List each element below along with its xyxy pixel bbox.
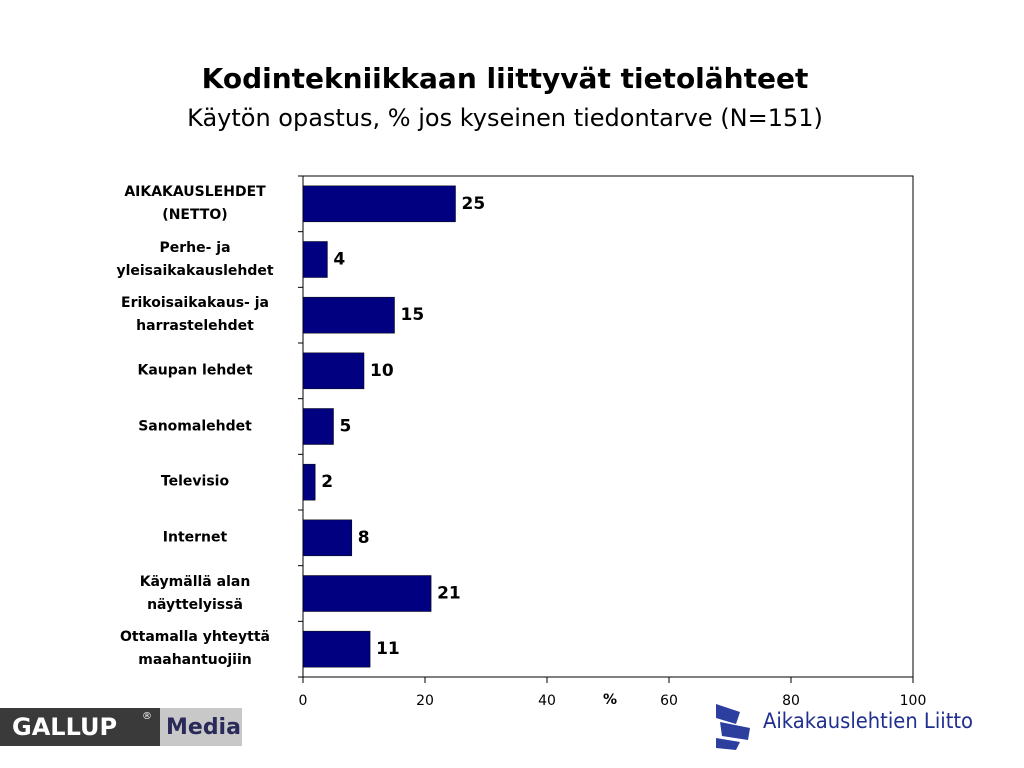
bar — [302, 519, 353, 557]
y-tick-label: Käymällä alan näyttelyissä — [139, 573, 251, 613]
value-label: 5 — [340, 417, 352, 437]
value-label: 8 — [358, 528, 370, 548]
logo-icon — [716, 704, 750, 750]
bar — [302, 630, 371, 668]
bar — [302, 352, 365, 390]
chart-title: Kodintekniikkaan liittyvät tietolähteet — [202, 62, 809, 95]
x-tick-label: 100 — [900, 693, 927, 709]
bar — [302, 185, 456, 223]
value-label: 15 — [401, 305, 425, 325]
x-tick-label: 80 — [782, 693, 800, 709]
bar — [302, 241, 328, 278]
y-tick-label: Ottamalla yhteyttä maahantuojiin — [120, 629, 270, 669]
logo-text: Aikakauslehtien Liitto — [763, 709, 973, 733]
y-tick-label: Erikoisaikakaus- ja harrastelehdet — [121, 295, 269, 335]
logo-text: ® — [142, 711, 152, 722]
x-tick-label: 40 — [538, 693, 556, 709]
value-label: 25 — [462, 194, 486, 214]
logo-box — [0, 708, 160, 746]
bar — [302, 296, 395, 334]
value-label: 2 — [321, 472, 333, 492]
x-axis-label: % — [603, 692, 617, 708]
value-label: 11 — [376, 639, 400, 659]
y-tick-label: Perhe- ja yleisaikakauslehdet — [116, 239, 274, 279]
logo-text: GALLUP — [12, 713, 117, 741]
y-tick-label: Sanomalehdet — [138, 418, 252, 434]
x-tick-label: 0 — [299, 693, 308, 709]
value-label: 10 — [370, 361, 394, 381]
chart-subtitle: Käytön opastus, % jos kyseinen tiedontar… — [187, 104, 823, 132]
bar — [302, 575, 432, 612]
bar — [302, 408, 334, 445]
y-tick-label: AIKAKAUSLEHDET (NETTO) — [124, 183, 266, 223]
logo-box — [160, 708, 242, 746]
y-tick-label: Internet — [162, 529, 228, 546]
value-label: 4 — [333, 250, 345, 270]
value-label: 21 — [437, 584, 461, 604]
bar — [302, 463, 316, 501]
logo-text: Media — [166, 715, 241, 740]
x-tick-label: 60 — [660, 693, 678, 709]
y-tick-label: Televisio — [160, 473, 230, 490]
x-tick-label: 20 — [416, 693, 434, 709]
y-tick-label: Kaupan lehdet — [137, 362, 253, 379]
